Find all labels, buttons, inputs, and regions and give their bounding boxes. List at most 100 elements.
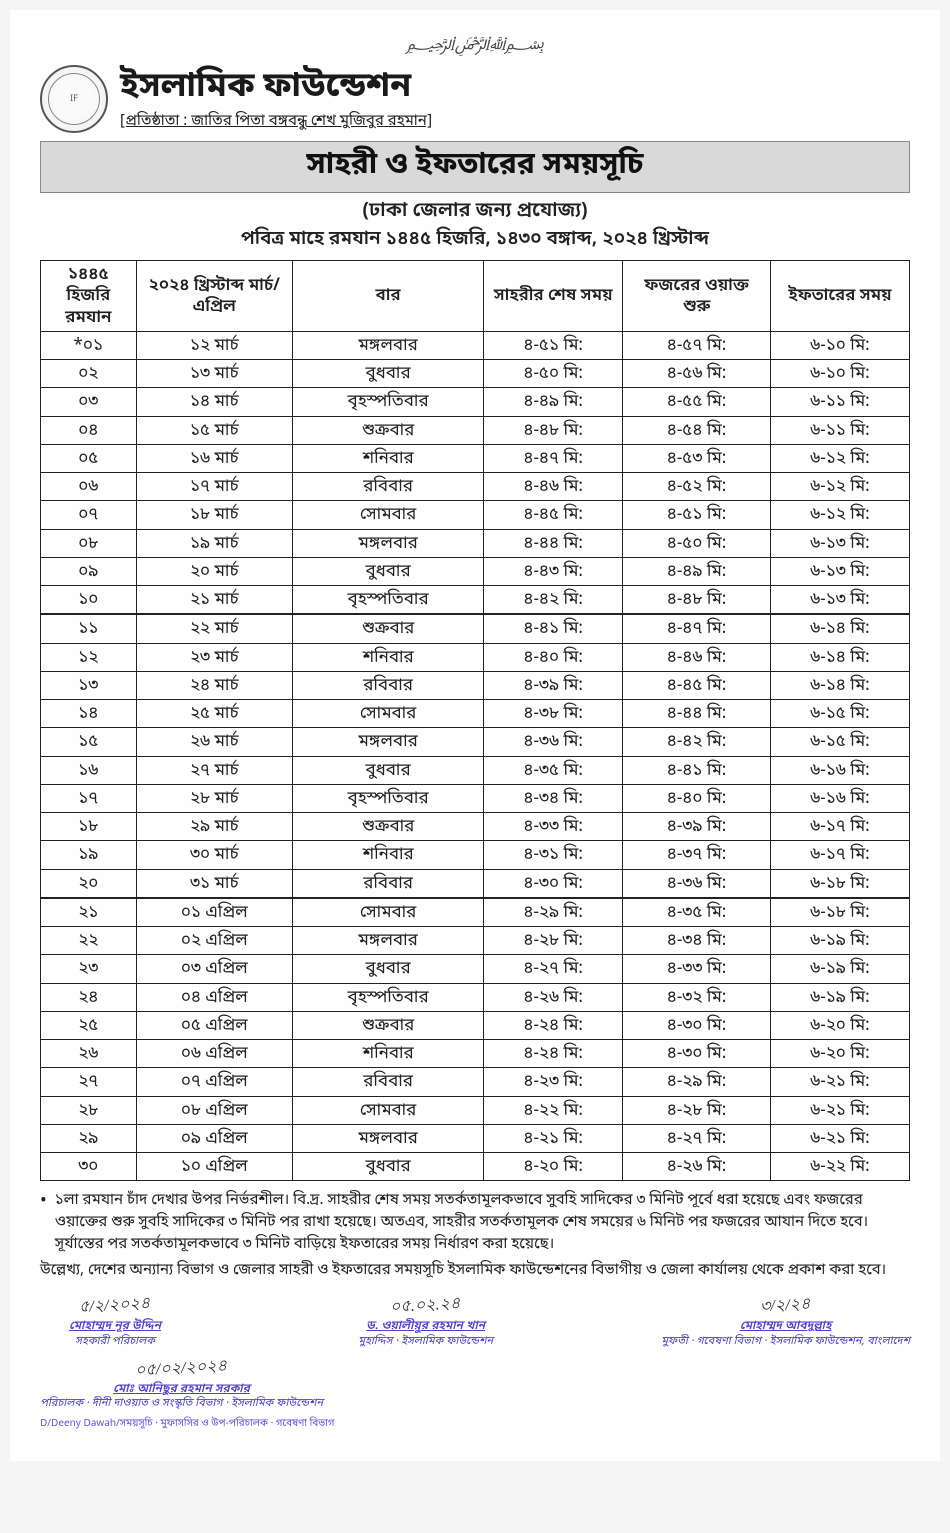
table-cell: ৪-৩৫ মি: bbox=[484, 756, 623, 784]
table-cell: ০৬ bbox=[41, 473, 137, 501]
table-cell: ৪-২৬ মি: bbox=[623, 1153, 771, 1181]
table-cell: ২৭ মার্চ bbox=[136, 756, 292, 784]
table-cell: ৪-২৩ মি: bbox=[484, 1068, 623, 1096]
table-cell: ৪-৫৫ মি: bbox=[623, 388, 771, 416]
table-cell: ৬-১১ মি: bbox=[770, 388, 909, 416]
table-cell: মঙ্গলবার bbox=[292, 1124, 483, 1152]
table-cell: ০৯ এপ্রিল bbox=[136, 1124, 292, 1152]
table-cell: ৪-৪৪ মি: bbox=[484, 529, 623, 557]
schedule-title: সাহরী ও ইফতারের সময়সূচি bbox=[40, 141, 910, 193]
note-2: উল্লেখ্য, দেশের অন্যান্য বিভাগ ও জেলার স… bbox=[40, 1261, 910, 1283]
table-cell: ৬-১৬ মি: bbox=[770, 784, 909, 812]
table-cell: ৪-৩৮ মি: bbox=[484, 700, 623, 728]
table-cell: ০৫ bbox=[41, 444, 137, 472]
notes-block: ১লা রমযান চাঁদ দেখার উপর নির্ভরশীল। বি.দ… bbox=[40, 1191, 910, 1282]
table-cell: ৬-১৪ মি: bbox=[770, 671, 909, 699]
table-row: ১৬২৭ মার্চবুধবার৪-৩৫ মি:৪-৪১ মি:৬-১৬ মি: bbox=[41, 756, 910, 784]
table-cell: ৪-৪৮ মি: bbox=[484, 416, 623, 444]
table-cell: ১৪ bbox=[41, 700, 137, 728]
table-cell: ০৭ এপ্রিল bbox=[136, 1068, 292, 1096]
table-row: ২৮০৮ এপ্রিলসোমবার৪-২২ মি:৪-২৮ মি:৬-২১ মি… bbox=[41, 1096, 910, 1124]
table-cell: ০৩ এপ্রিল bbox=[136, 955, 292, 983]
table-cell: ৪-৩৬ মি: bbox=[623, 869, 771, 898]
column-header: ইফতারের সময় bbox=[770, 261, 909, 332]
table-cell: ৬-২০ মি: bbox=[770, 1011, 909, 1039]
table-cell: ২১ bbox=[41, 898, 137, 927]
table-row: ০৯২০ মার্চবুধবার৪-৪৩ মি:৪-৪৯ মি:৬-১৩ মি: bbox=[41, 557, 910, 585]
table-row: ১২২৩ মার্চশনিবার৪-৪০ মি:৪-৪৬ মি:৬-১৪ মি: bbox=[41, 643, 910, 671]
table-cell: ১৯ মার্চ bbox=[136, 529, 292, 557]
table-cell: ৪-৩৩ মি: bbox=[623, 955, 771, 983]
table-cell: ৪-২৭ মি: bbox=[484, 955, 623, 983]
table-cell: ৪-২৬ মি: bbox=[484, 983, 623, 1011]
subtitle: (ঢাকা জেলার জন্য প্রযোজ্য) bbox=[40, 199, 910, 225]
table-cell: ৬-২২ মি: bbox=[770, 1153, 909, 1181]
table-cell: বৃহস্পতিবার bbox=[292, 388, 483, 416]
table-cell: ২০ মার্চ bbox=[136, 557, 292, 585]
table-cell: ৪-২১ মি: bbox=[484, 1124, 623, 1152]
table-cell: ০৪ bbox=[41, 416, 137, 444]
table-cell: ১৬ bbox=[41, 756, 137, 784]
table-cell: ৪-৪২ মি: bbox=[484, 586, 623, 615]
table-row: ২৩০৩ এপ্রিলবুধবার৪-২৭ মি:৪-৩৩ মি:৬-১৯ মি… bbox=[41, 955, 910, 983]
table-cell: শুক্রবার bbox=[292, 614, 483, 643]
table-cell: ৬-২০ মি: bbox=[770, 1040, 909, 1068]
signature-scribble: ৫/২/২০২৪ bbox=[79, 1294, 151, 1318]
table-cell: ১৪ মার্চ bbox=[136, 388, 292, 416]
table-body: *০১১২ মার্চমঙ্গলবার৪-৫১ মি:৪-৫৭ মি:৬-১০ … bbox=[41, 331, 910, 1181]
table-cell: ৩০ bbox=[41, 1153, 137, 1181]
table-cell: ০৯ bbox=[41, 557, 137, 585]
signature-area: ৫/২/২০২৪মোহাম্মদ নূর উদ্দিনসহকারী পরিচাল… bbox=[40, 1296, 910, 1411]
table-cell: ৪-৪৭ মি: bbox=[484, 444, 623, 472]
table-cell: শুক্রবার bbox=[292, 1011, 483, 1039]
column-header: বার bbox=[292, 261, 483, 332]
table-cell: ৬-১৬ মি: bbox=[770, 756, 909, 784]
org-name: ইসলামিক ফাউন্ডেশন bbox=[120, 65, 910, 110]
table-cell: শুক্রবার bbox=[292, 813, 483, 841]
table-cell: ৪-৪৫ মি: bbox=[623, 671, 771, 699]
table-cell: ৪-৫১ মি: bbox=[623, 501, 771, 529]
table-cell: ২২ মার্চ bbox=[136, 614, 292, 643]
table-cell: ০২ এপ্রিল bbox=[136, 927, 292, 955]
table-cell: ৬-১০ মি: bbox=[770, 331, 909, 359]
table-cell: ৬-১২ মি: bbox=[770, 501, 909, 529]
table-cell: ১৭ মার্চ bbox=[136, 473, 292, 501]
table-cell: ০৩ bbox=[41, 388, 137, 416]
table-cell: ২৫ bbox=[41, 1011, 137, 1039]
table-cell: ৪-৪৫ মি: bbox=[484, 501, 623, 529]
table-cell: ৪-৪৬ মি: bbox=[623, 643, 771, 671]
table-cell: শনিবার bbox=[292, 444, 483, 472]
table-cell: ৬-১৯ মি: bbox=[770, 927, 909, 955]
signatory-name: মোহাম্মদ নূর উদ্দিন bbox=[40, 1319, 190, 1335]
table-cell: ৬-১৩ মি: bbox=[770, 557, 909, 585]
table-row: ১৩২৪ মার্চরবিবার৪-৩৯ মি:৪-৪৫ মি:৬-১৪ মি: bbox=[41, 671, 910, 699]
table-row: ১৯৩০ মার্চশনিবার৪-৩১ মি:৪-৩৭ মি:৬-১৭ মি: bbox=[41, 841, 910, 869]
table-cell: ২৩ bbox=[41, 955, 137, 983]
signatory-role: মুহাদ্দিস · ইসলামিক ফাউন্ডেশন bbox=[351, 1335, 501, 1349]
table-cell: ৪-৩০ মি: bbox=[623, 1040, 771, 1068]
table-cell: ৬-১৫ মি: bbox=[770, 728, 909, 756]
table-cell: বৃহস্পতিবার bbox=[292, 784, 483, 812]
schedule-table: ১৪৪৫ হিজরি রমযান২০২৪ খ্রিস্টাব্দ মার্চ/এ… bbox=[40, 260, 910, 1181]
table-cell: ৪-৫০ মি: bbox=[484, 360, 623, 388]
table-cell: ৪-৩৯ মি: bbox=[484, 671, 623, 699]
footer-left: D/Deeny Dawah/সময়সূচি · মুফাসসির ও উপ-প… bbox=[40, 1418, 910, 1431]
table-cell: ১৯ bbox=[41, 841, 137, 869]
table-cell: ৬-১৭ মি: bbox=[770, 813, 909, 841]
table-cell: ৪-৫৬ মি: bbox=[623, 360, 771, 388]
table-row: ১৭২৮ মার্চবৃহস্পতিবার৪-৩৪ মি:৪-৪০ মি:৬-১… bbox=[41, 784, 910, 812]
table-row: ২২০২ এপ্রিলমঙ্গলবার৪-২৮ মি:৪-৩৪ মি:৬-১৯ … bbox=[41, 927, 910, 955]
table-cell: ৪-৩১ মি: bbox=[484, 841, 623, 869]
table-cell: ২৮ মার্চ bbox=[136, 784, 292, 812]
table-cell: ৬-১৭ মি: bbox=[770, 841, 909, 869]
table-cell: ২৩ মার্চ bbox=[136, 643, 292, 671]
table-cell: ২০ bbox=[41, 869, 137, 898]
document-page: ﷽ IF ইসলামিক ফাউন্ডেশন [প্রতিষ্ঠাতা : জা… bbox=[10, 10, 940, 1461]
table-row: ২৯০৯ এপ্রিলমঙ্গলবার৪-২১ মি:৪-২৭ মি:৬-২১ … bbox=[41, 1124, 910, 1152]
table-cell: ১০ এপ্রিল bbox=[136, 1153, 292, 1181]
column-header: সাহরীর শেষ সময় bbox=[484, 261, 623, 332]
table-cell: ৪-৪৯ মি: bbox=[484, 388, 623, 416]
table-cell: মঙ্গলবার bbox=[292, 728, 483, 756]
table-cell: সোমবার bbox=[292, 1096, 483, 1124]
table-row: ০৭১৮ মার্চসোমবার৪-৪৫ মি:৪-৫১ মি:৬-১২ মি: bbox=[41, 501, 910, 529]
